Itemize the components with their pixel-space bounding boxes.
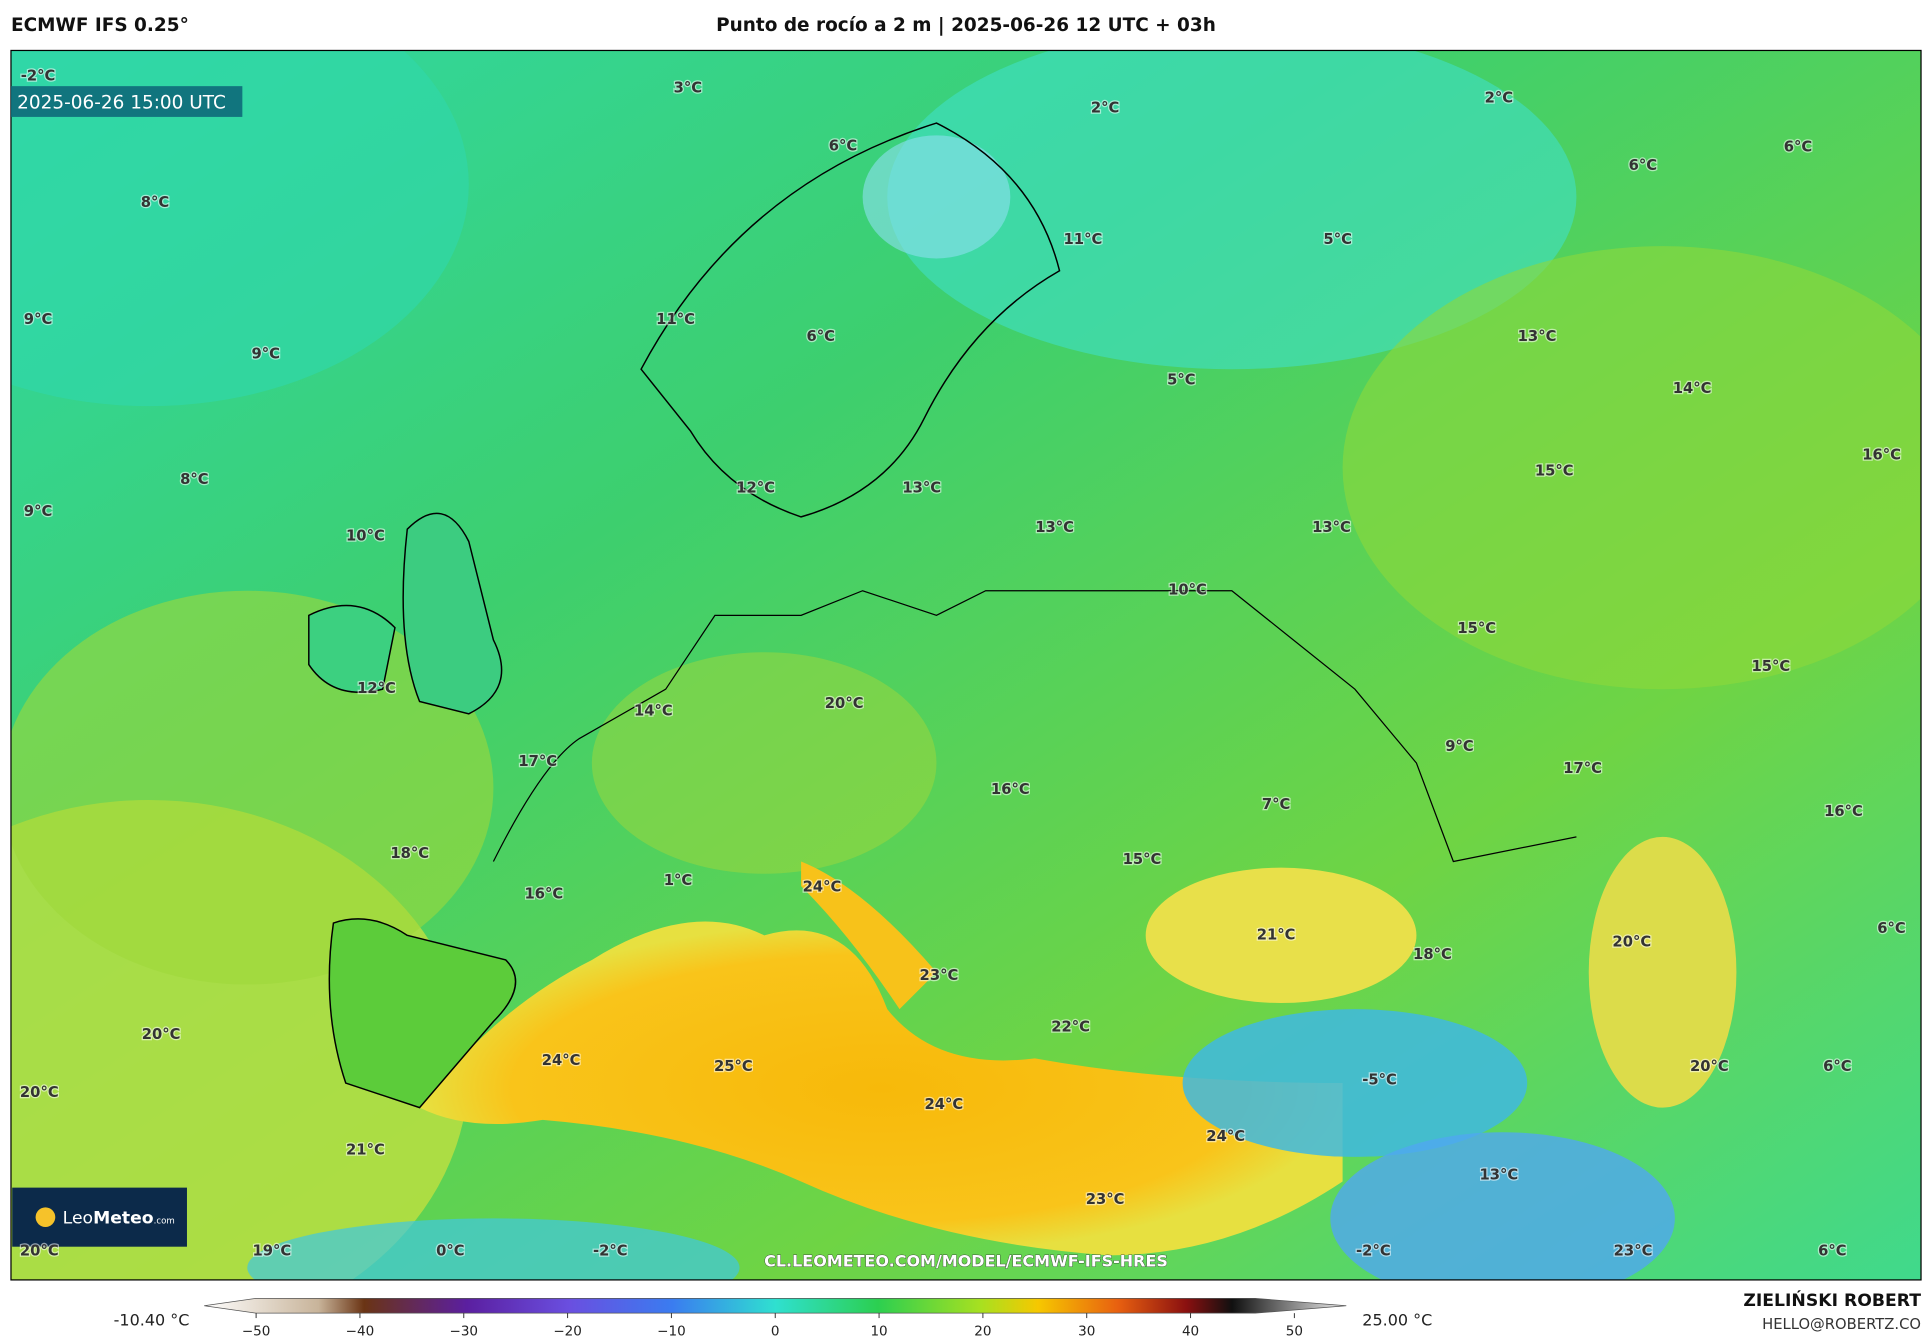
temperature-label: 13°C xyxy=(1480,1166,1519,1183)
temperature-label: 11°C xyxy=(1064,231,1103,248)
temperature-label: -2°C xyxy=(1356,1243,1391,1260)
temperature-label: 5°C xyxy=(1167,371,1195,388)
colorbar-ticks: −50 −40 −30 −20 −10 0 10 20 30 40 50 xyxy=(242,1313,1303,1339)
temperature-label: 20°C xyxy=(142,1026,181,1043)
temperature-label: 20°C xyxy=(1690,1058,1729,1075)
colorbar-tick-label: −50 xyxy=(242,1323,271,1339)
temperature-label: 6°C xyxy=(1784,139,1812,156)
temperature-label: 13°C xyxy=(1035,519,1074,536)
temperature-label: 2°C xyxy=(1485,89,1513,106)
temperature-label: 9°C xyxy=(251,345,279,362)
colorbar-tick-label: −30 xyxy=(449,1323,478,1339)
colorbar-tick-label: 40 xyxy=(1182,1323,1199,1339)
temperature-label: 24°C xyxy=(924,1096,963,1113)
temperature-label: 16°C xyxy=(1824,803,1863,820)
logo-part: .com xyxy=(154,1216,175,1226)
temperature-label: 15°C xyxy=(1457,620,1496,637)
temperature-label: 20°C xyxy=(825,695,864,712)
temperature-label: 25°C xyxy=(714,1058,753,1075)
logo: LeoMeteo.com xyxy=(63,1208,175,1228)
temperature-label: 15°C xyxy=(1123,851,1162,868)
temperature-label: 20°C xyxy=(1612,934,1651,951)
temperature-label: 17°C xyxy=(518,753,557,770)
colorbar-tick-label: 20 xyxy=(974,1323,991,1339)
temperature-label: 12°C xyxy=(357,680,396,697)
logo-part: Leo xyxy=(63,1208,93,1228)
temperature-label: 20°C xyxy=(20,1084,59,1101)
temperature-label: 23°C xyxy=(1086,1191,1125,1208)
temperature-label: 24°C xyxy=(1206,1128,1245,1145)
temperature-label: 9°C xyxy=(1445,738,1473,755)
temperature-label: 12°C xyxy=(736,480,775,497)
colorbar-max: 25.00 °C xyxy=(1362,1310,1432,1329)
temperature-label: 10°C xyxy=(346,528,385,545)
temperature-label: 13°C xyxy=(1518,328,1557,345)
temperature-label: 3°C xyxy=(674,80,702,97)
temperature-label: 8°C xyxy=(180,471,208,488)
temperature-label: 10°C xyxy=(1168,582,1207,599)
temperature-label: 6°C xyxy=(1823,1058,1851,1075)
temperature-label: -2°C xyxy=(21,67,56,84)
temperature-label: 7°C xyxy=(1262,796,1290,813)
temperature-label: 17°C xyxy=(1563,760,1602,777)
valid-time: 2025-06-26 15:00 UTC xyxy=(17,92,226,113)
colorbar-tick-label: 0 xyxy=(771,1323,780,1339)
temperature-label: 6°C xyxy=(1877,920,1905,937)
temperature-label: 24°C xyxy=(803,878,842,895)
logo-sun xyxy=(35,1207,56,1228)
temperature-label: 14°C xyxy=(634,702,673,719)
watermark: CL.LEOMETEO.COM/MODEL/ECMWF-IFS-HRES xyxy=(764,1251,1168,1270)
temperature-label: 23°C xyxy=(920,967,959,984)
temperature-label: 24°C xyxy=(542,1052,581,1069)
temperature-label: -5°C xyxy=(1362,1072,1397,1089)
logo-part: Meteo xyxy=(93,1208,154,1228)
temperature-label: 21°C xyxy=(1257,926,1296,943)
colorbar-tick-label: 10 xyxy=(870,1323,887,1339)
colorbar-min: -10.40 °C xyxy=(114,1310,190,1329)
colorbar xyxy=(204,1298,1347,1314)
temperature-label: 13°C xyxy=(902,480,941,497)
temperature-label: 22°C xyxy=(1051,1019,1090,1036)
temperature-label: 20°C xyxy=(20,1243,59,1260)
temperature-label: 19°C xyxy=(253,1243,292,1260)
colorbar-tick-label: 30 xyxy=(1078,1323,1095,1339)
temperature-label: 5°C xyxy=(1323,231,1351,248)
temperature-label: 6°C xyxy=(1818,1243,1846,1260)
temperature-label: -2°C xyxy=(593,1243,628,1260)
temperature-label: 13°C xyxy=(1312,519,1351,536)
temperature-label: 0°C xyxy=(436,1243,464,1260)
colorbar-tick-label: −10 xyxy=(657,1323,686,1339)
author: ZIELIŃSKI ROBERT xyxy=(1743,1289,1921,1311)
temperature-label: 9°C xyxy=(24,311,52,328)
temperature-label: 15°C xyxy=(1535,462,1574,479)
contact: HELLO@ROBERTZ.CO xyxy=(1762,1316,1921,1333)
temperature-label: 9°C xyxy=(24,503,52,520)
map-title: Punto de rocío a 2 m | 2025-06-26 12 UTC… xyxy=(716,15,1216,36)
temperature-label: 14°C xyxy=(1673,380,1712,397)
temperature-label: 6°C xyxy=(807,328,835,345)
labels: -2°C 3°C 2°C 2°C 6°C 6°C 6°C 8°C 11°C 5°C 9°C 11°C 6… xyxy=(19,66,1907,1261)
temperature-label: 11°C xyxy=(656,311,695,328)
colorbar-tick-label: −20 xyxy=(553,1323,582,1339)
temperature-label: 2°C xyxy=(1091,99,1119,116)
temperature-label: 18°C xyxy=(1413,946,1452,963)
temperature-label: 16°C xyxy=(1862,446,1901,463)
temperature-label: 15°C xyxy=(1752,658,1791,675)
temperature-label: 1°C xyxy=(664,872,692,889)
colorbar-tick-label: 50 xyxy=(1286,1323,1303,1339)
temperature-label: 6°C xyxy=(1629,157,1657,174)
temperature-label: 16°C xyxy=(991,781,1030,798)
temperature-label: 21°C xyxy=(346,1142,385,1159)
temperature-label: 8°C xyxy=(141,194,169,211)
colorbar-tick-label: −40 xyxy=(346,1323,375,1339)
model-name: ECMWF IFS 0.25° xyxy=(11,15,189,36)
temperature-label: 18°C xyxy=(390,845,429,862)
temperature-label: 6°C xyxy=(829,137,857,154)
temperature-label: 23°C xyxy=(1614,1243,1653,1260)
temperature-label: 16°C xyxy=(525,886,564,903)
